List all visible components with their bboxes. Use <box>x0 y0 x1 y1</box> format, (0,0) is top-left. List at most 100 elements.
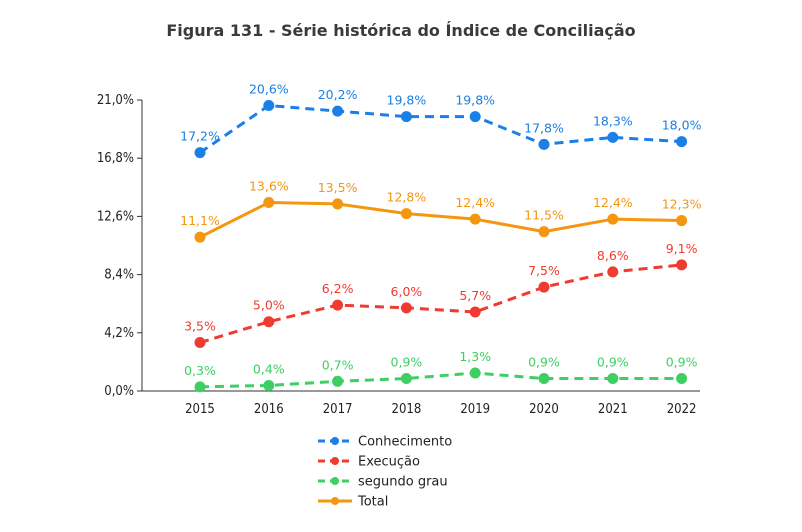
data-point <box>607 266 619 278</box>
data-point <box>469 367 481 379</box>
data-point <box>400 111 412 123</box>
axes: 0,0% 4,2% 8,4% 12,6% 16,8% 21,0% 2015 2016 2017 2… <box>97 93 700 417</box>
x-tick-label: 2022 <box>667 402 697 417</box>
data-point <box>676 373 688 385</box>
data-point <box>607 373 619 385</box>
data-point <box>538 138 550 150</box>
data-label: 17,2% <box>180 129 220 144</box>
series-line-conhecimento <box>199 104 682 154</box>
data-label: 18,0% <box>662 118 702 133</box>
y-tick-label: 21,0% <box>97 93 134 108</box>
data-point <box>194 231 206 243</box>
data-point <box>400 302 412 314</box>
y-tick-label: 4,2% <box>104 326 134 341</box>
data-label: 20,2% <box>318 87 358 102</box>
data-point <box>607 131 619 143</box>
data-point <box>676 259 688 271</box>
data-label: 19,8% <box>455 93 495 108</box>
data-label: 12,4% <box>593 195 633 210</box>
data-label: 5,7% <box>459 288 491 303</box>
data-point <box>400 208 412 220</box>
data-point <box>676 215 688 227</box>
data-point <box>194 147 206 159</box>
legend-swatch-marker <box>331 437 339 445</box>
data-label: 20,6% <box>249 82 289 97</box>
data-label: 12,3% <box>662 197 702 212</box>
x-tick-label: 2016 <box>254 402 284 417</box>
data-point <box>400 373 412 385</box>
x-tick-label: 2018 <box>392 402 422 417</box>
legend-swatch-marker <box>331 477 339 485</box>
x-tick-label: 2015 <box>185 402 215 417</box>
data-point <box>469 306 481 318</box>
data-point <box>332 375 344 387</box>
series-layer: 17,2% 20,6% 20,2% 19,8% 19,8% 17,8% 18,3% 18,0%… <box>180 82 702 393</box>
data-point <box>332 299 344 311</box>
series-line-total <box>199 201 682 239</box>
data-label: 9,1% <box>666 241 698 256</box>
legend-swatch-marker <box>331 457 339 465</box>
legend-item-segundo-grau: segundo grau <box>318 475 448 490</box>
legend-label: segundo grau <box>358 475 448 490</box>
data-point <box>263 197 275 209</box>
data-point <box>332 198 344 210</box>
data-label: 17,8% <box>524 120 564 135</box>
x-tick-label: 2020 <box>529 402 559 417</box>
data-point <box>194 381 206 393</box>
legend-item-execu-o: Execução <box>318 455 420 470</box>
x-tick-label: 2017 <box>323 402 353 417</box>
data-label: 6,2% <box>322 281 354 296</box>
series-line-segundo-grau <box>199 371 682 389</box>
x-tick-label: 2021 <box>598 402 628 417</box>
legend-label: Total <box>357 495 388 510</box>
y-tick-label: 12,6% <box>97 209 134 224</box>
data-point <box>263 379 275 391</box>
data-point <box>607 213 619 225</box>
data-label: 11,5% <box>524 208 564 223</box>
series-segundo-grau: 0,3% 0,4% 0,7% 0,9% 1,3% 0,9% 0,9% 0,9% <box>184 349 698 393</box>
data-label: 12,4% <box>455 195 495 210</box>
data-label: 6,0% <box>391 284 423 299</box>
data-label: 0,7% <box>322 357 354 372</box>
legend-label: Execução <box>358 455 420 470</box>
data-label: 13,5% <box>318 180 358 195</box>
data-label: 0,9% <box>528 355 560 370</box>
data-label: 0,9% <box>597 355 629 370</box>
data-point <box>194 337 206 348</box>
data-label: 8,6% <box>597 248 629 263</box>
data-point <box>469 111 481 123</box>
data-point <box>263 316 275 328</box>
data-label: 13,6% <box>249 179 289 194</box>
data-label: 0,4% <box>253 361 285 376</box>
data-label: 7,5% <box>528 263 560 278</box>
legend-item-conhecimento: Conhecimento <box>318 435 452 450</box>
chart-title: Figura 131 - Série histórica do Índice d… <box>166 21 635 40</box>
series-conhecimento: 17,2% 20,6% 20,2% 19,8% 19,8% 17,8% 18,3% 18,0% <box>180 82 702 159</box>
data-label: 11,1% <box>180 213 220 228</box>
data-label: 0,3% <box>184 363 216 378</box>
data-label: 18,3% <box>593 113 633 128</box>
data-point <box>469 213 481 225</box>
y-tick-label: 8,4% <box>104 268 134 283</box>
series-total: 11,1% 13,6% 13,5% 12,8% 12,4% 11,5% 12,4% 12,3% <box>180 179 702 243</box>
data-point <box>538 226 550 238</box>
legend-item-total: Total <box>318 495 388 510</box>
data-label: 5,0% <box>253 298 285 313</box>
y-tick-label: 0,0% <box>104 384 134 399</box>
data-label: 12,8% <box>387 190 427 205</box>
data-point <box>538 281 550 293</box>
data-point <box>332 105 344 117</box>
data-point <box>538 373 550 385</box>
legend-label: Conhecimento <box>358 435 452 450</box>
data-label: 0,9% <box>666 355 698 370</box>
y-tick-label: 16,8% <box>97 151 134 166</box>
data-point <box>263 100 275 112</box>
data-label: 0,9% <box>391 355 423 370</box>
data-point <box>676 136 688 148</box>
data-label: 3,5% <box>184 319 216 334</box>
series-execu-o: 3,5% 5,0% 6,2% 6,0% 5,7% 7,5% 8,6% 9,1% <box>184 241 698 348</box>
legend: Conhecimento Execução segundo grau Total <box>318 435 452 510</box>
data-label: 19,8% <box>387 93 427 108</box>
